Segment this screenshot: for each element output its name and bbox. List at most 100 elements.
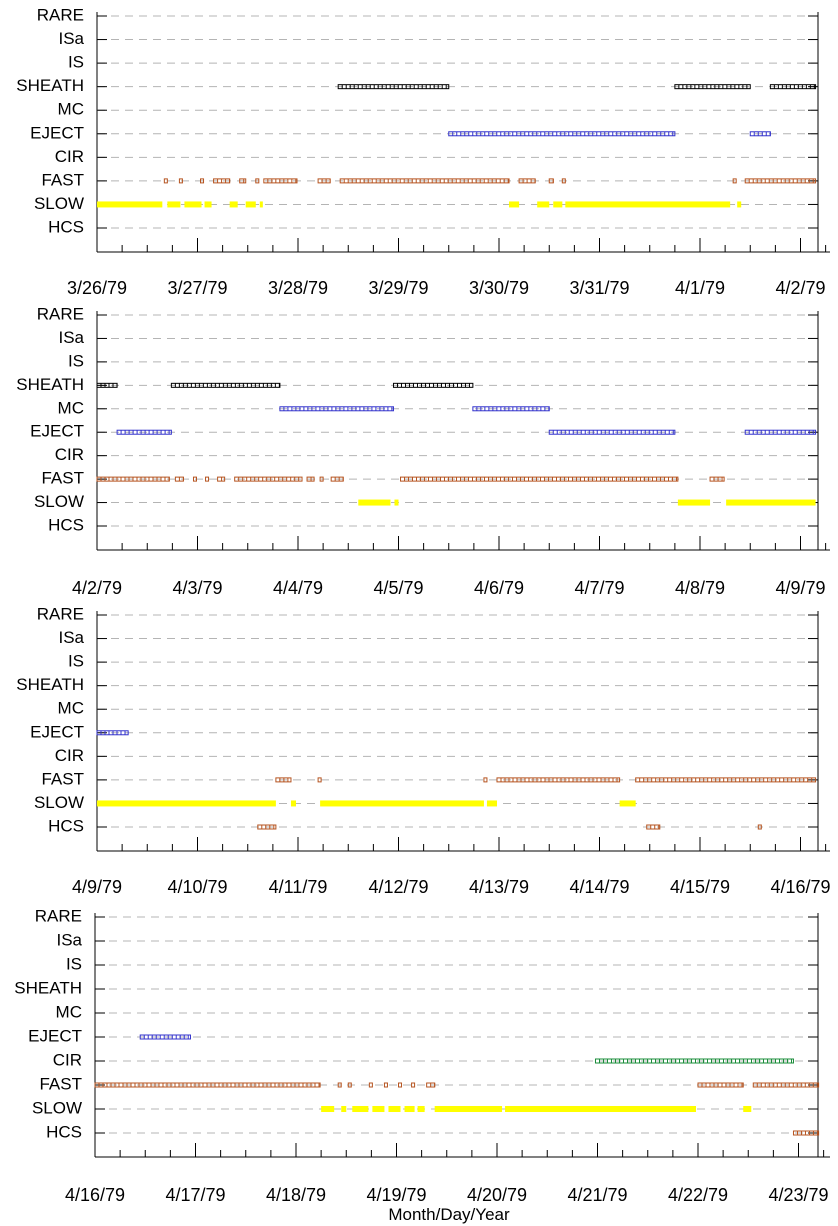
interval-sheath bbox=[337, 84, 450, 90]
interval-slow bbox=[388, 1106, 401, 1112]
category-label-is: IS bbox=[68, 652, 84, 671]
interval-slow bbox=[204, 201, 212, 208]
x-tick-label: 3/29/79 bbox=[368, 278, 428, 298]
panel-2: RARE ISa IS SHEATH MC EJECT CIR FAST SLOW HCS 4/2/… bbox=[16, 304, 830, 598]
interval-slow bbox=[404, 1106, 415, 1112]
interval-cir bbox=[594, 1058, 794, 1064]
interval-slow bbox=[726, 499, 816, 506]
x-axis-title: Month/Day/Year bbox=[388, 1205, 510, 1224]
interval-fast bbox=[411, 1082, 416, 1088]
x-tick-label: 4/4/79 bbox=[273, 578, 323, 598]
category-label-eject: EJECT bbox=[30, 722, 84, 741]
interval-fast bbox=[561, 178, 566, 184]
interval-fast bbox=[178, 178, 183, 184]
x-tick-label: 4/16/79 bbox=[65, 1185, 125, 1205]
category-label-hcs: HCS bbox=[48, 217, 84, 236]
x-tick-label: 4/9/79 bbox=[775, 578, 825, 598]
x-tick-label: 4/9/79 bbox=[72, 877, 122, 897]
category-label-eject: EJECT bbox=[30, 422, 84, 441]
interval-eject bbox=[116, 429, 172, 435]
category-label-mc: MC bbox=[58, 699, 84, 718]
interval-fast bbox=[192, 476, 197, 482]
x-tick-label: 4/22/79 bbox=[668, 1185, 728, 1205]
interval-hcs bbox=[257, 824, 277, 830]
x-tick-label: 4/21/79 bbox=[567, 1185, 627, 1205]
x-tick-label: 4/3/79 bbox=[172, 578, 222, 598]
interval-fast bbox=[234, 476, 303, 482]
category-label-mc: MC bbox=[58, 100, 84, 119]
interval-slow bbox=[737, 201, 742, 208]
interval-fast bbox=[368, 1082, 373, 1088]
interval-eject bbox=[448, 131, 676, 137]
interval-slow bbox=[394, 499, 399, 506]
interval-fast bbox=[163, 178, 168, 184]
interval-slow bbox=[352, 1106, 369, 1112]
category-label-sheath: SHEATH bbox=[16, 76, 84, 95]
x-tick-label: 4/18/79 bbox=[266, 1185, 326, 1205]
interval-sheath bbox=[674, 84, 751, 90]
interval-fast bbox=[239, 178, 247, 184]
category-label-eject: EJECT bbox=[30, 123, 84, 142]
interval-fast bbox=[317, 777, 322, 783]
interval-fast bbox=[400, 476, 679, 482]
interval-hcs bbox=[792, 1130, 820, 1136]
interval-slow bbox=[341, 1106, 347, 1112]
interval-hcs bbox=[646, 824, 661, 830]
category-label-hcs: HCS bbox=[48, 816, 84, 835]
x-tick-label: 4/19/79 bbox=[366, 1185, 426, 1205]
category-label-fast: FAST bbox=[39, 1074, 82, 1093]
x-tick-label: 4/12/79 bbox=[368, 877, 428, 897]
interval-slow bbox=[505, 1106, 696, 1112]
x-tick-label: 4/11/79 bbox=[269, 877, 328, 897]
x-tick-label: 4/2/79 bbox=[775, 278, 825, 298]
interval-fast bbox=[398, 1082, 403, 1088]
interval-slow bbox=[167, 201, 181, 208]
interval-fast bbox=[744, 178, 817, 184]
interval-fast bbox=[319, 476, 324, 482]
interval-slow bbox=[434, 1106, 503, 1112]
interval-slow bbox=[619, 800, 636, 807]
category-label-is: IS bbox=[66, 954, 82, 973]
category-label-isa: ISa bbox=[56, 930, 82, 949]
category-label-isa: ISa bbox=[58, 628, 84, 647]
interval-slow bbox=[97, 800, 276, 807]
interval-fast bbox=[94, 1082, 321, 1088]
interval-fast bbox=[337, 1082, 342, 1088]
interval-slow bbox=[321, 1106, 335, 1112]
interval-slow bbox=[486, 800, 497, 807]
interval-fast bbox=[709, 476, 725, 482]
interval-hcs bbox=[757, 824, 762, 830]
x-tick-label: 3/28/79 bbox=[268, 278, 328, 298]
interval-slow bbox=[553, 201, 563, 208]
x-tick-label: 3/26/79 bbox=[67, 278, 127, 298]
x-tick-label: 4/1/79 bbox=[675, 278, 725, 298]
interval-slow bbox=[509, 201, 520, 208]
category-label-rare: RARE bbox=[37, 5, 84, 24]
interval-fast bbox=[205, 476, 210, 482]
x-tick-label: 3/27/79 bbox=[167, 278, 227, 298]
interval-slow bbox=[229, 201, 238, 208]
x-tick-label: 4/6/79 bbox=[474, 578, 524, 598]
interval-slow bbox=[565, 201, 731, 208]
interval-eject bbox=[548, 429, 676, 435]
x-tick-label: 4/15/79 bbox=[670, 877, 730, 897]
category-label-rare: RARE bbox=[37, 304, 84, 323]
panel-1: RARE ISa IS SHEATH MC EJECT CIR FAST SLOW HCS 3/26… bbox=[16, 5, 830, 298]
x-tick-label: 4/2/79 bbox=[72, 578, 122, 598]
category-label-slow: SLOW bbox=[34, 194, 84, 213]
category-label-fast: FAST bbox=[41, 170, 84, 189]
x-tick-label: 4/8/79 bbox=[675, 578, 725, 598]
interval-slow bbox=[417, 1106, 425, 1112]
x-tick-label: 4/14/79 bbox=[569, 877, 629, 897]
interval-fast bbox=[483, 777, 488, 783]
category-label-slow: SLOW bbox=[32, 1098, 82, 1117]
category-label-is: IS bbox=[68, 351, 84, 370]
interval-slow bbox=[97, 201, 163, 208]
category-label-cir: CIR bbox=[53, 1050, 82, 1069]
interval-slow bbox=[537, 201, 550, 208]
panel-3: RARE ISa IS SHEATH MC EJECT CIR FAST SLOW HCS 4/9/… bbox=[16, 604, 830, 897]
category-label-cir: CIR bbox=[55, 445, 84, 464]
interval-slow bbox=[677, 499, 711, 506]
category-label-cir: CIR bbox=[55, 147, 84, 166]
category-label-rare: RARE bbox=[35, 906, 82, 925]
